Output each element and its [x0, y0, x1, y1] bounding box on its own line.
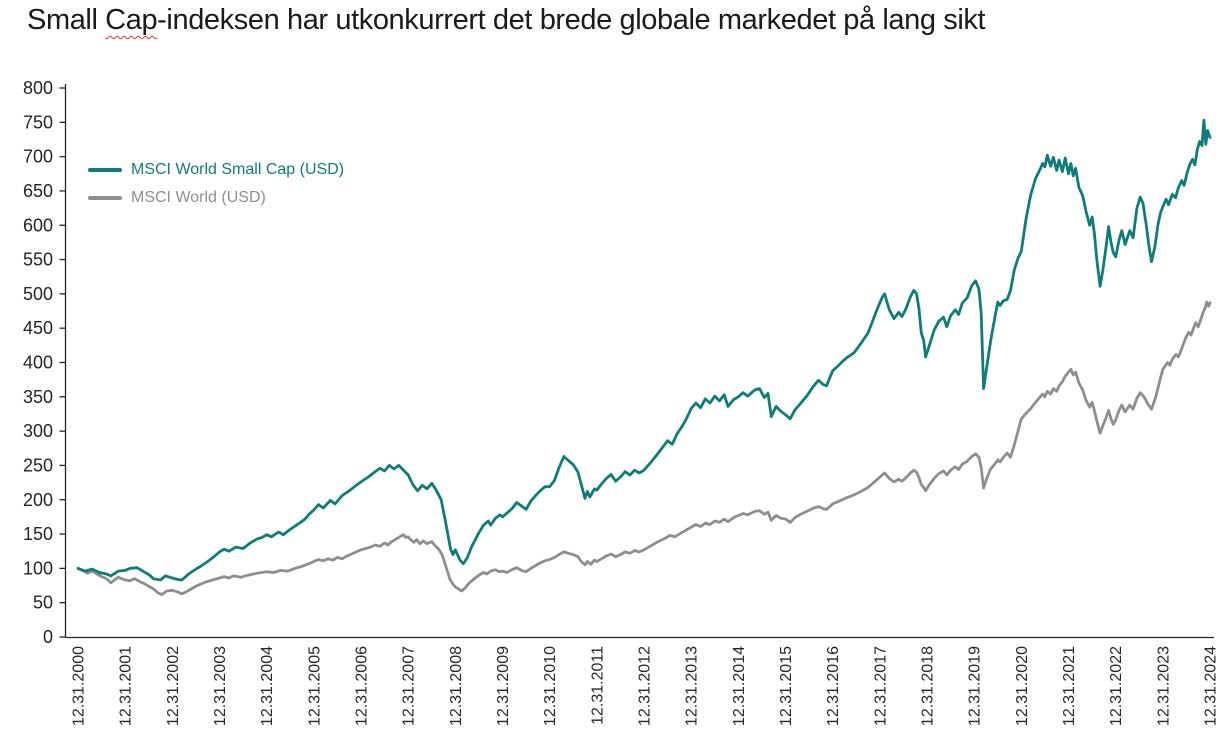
y-axis-tick-label: 0	[43, 627, 53, 647]
x-axis-tick-label: 12.31.2007	[401, 646, 418, 726]
legend-line-swatch-gray	[88, 196, 122, 200]
legend-label-world: MSCI World (USD)	[131, 189, 266, 206]
x-axis-tick-label: 12.31.2010	[542, 646, 559, 726]
x-axis-tick-label: 12.31.2023	[1155, 646, 1172, 726]
y-axis-tick-label: 550	[23, 250, 53, 270]
legend-line-swatch-teal	[88, 168, 122, 172]
series-line-msci-world	[76, 300, 1212, 596]
legend-label-small-cap: MSCI World Small Cap (USD)	[131, 161, 345, 178]
y-axis-tick-label: 300	[23, 421, 53, 441]
chart-legend: MSCI World Small Cap (USD) MSCI World (U…	[88, 156, 344, 212]
x-axis-tick-label: 12.31.2002	[165, 646, 182, 726]
x-axis-tick-label: 12.31.2006	[354, 646, 371, 726]
x-axis-tick-label: 12.31.2017	[872, 646, 889, 726]
y-axis-tick-label: 700	[23, 147, 53, 167]
x-axis-tick-label: 12.31.2003	[212, 646, 229, 726]
page-title: Small Cap-indeksen har utkonkurrert det …	[27, 4, 986, 37]
y-axis-tick-label: 250	[23, 455, 53, 475]
x-axis-tick-label: 12.31.2004	[259, 646, 276, 726]
y-axis-tick-label: 400	[23, 353, 53, 373]
x-axis-tick-label: 12.31.2005	[306, 646, 323, 726]
series-line-msci-world-small-cap	[76, 118, 1212, 582]
y-axis-tick-label: 800	[23, 78, 53, 98]
axis-lines	[64, 84, 1214, 639]
x-axis-tick-label: 12.31.2001	[118, 646, 135, 726]
x-axis-tick-label: 12.31.2008	[448, 646, 465, 726]
x-axis-tick-label: 12.31.2024	[1203, 646, 1220, 726]
x-axis-tick-label: 12.31.2021	[1061, 646, 1078, 726]
x-axis-tick-label: 12.31.2013	[684, 646, 701, 726]
x-axis-tick-label: 12.31.2012	[637, 646, 654, 726]
legend-item-world: MSCI World (USD)	[88, 184, 344, 212]
title-text-start: Small	[27, 4, 106, 36]
x-axis-tick-label: 12.31.2019	[967, 646, 984, 726]
y-axis-tick-label: 450	[23, 318, 53, 338]
x-axis-tick-label: 12.31.2009	[495, 646, 512, 726]
y-axis-tick-label: 350	[23, 387, 53, 407]
y-axis-tick-label: 200	[23, 490, 53, 510]
legend-item-small-cap: MSCI World Small Cap (USD)	[88, 156, 344, 184]
title-text-rest: -indeksen har utkonkurrert det brede glo…	[157, 4, 986, 36]
x-axis-tick-label: 12.31.2018	[920, 646, 937, 726]
title-misspelled-word: Cap	[105, 4, 158, 36]
x-axis-tick-label: 12.31.2011	[589, 646, 606, 725]
x-axis-tick-label: 12.31.2015	[778, 646, 795, 726]
y-axis-tick-label: 500	[23, 284, 53, 304]
y-axis-tick-label: 150	[23, 524, 53, 544]
y-axis-tick-label: 50	[33, 593, 53, 613]
y-axis-tick-label: 600	[23, 215, 53, 235]
y-axis-tick-label: 650	[23, 181, 53, 201]
y-axis-tick-label: 750	[23, 112, 53, 132]
x-axis-tick-label: 12.31.2000	[71, 646, 88, 726]
x-axis-tick-label: 12.31.2022	[1108, 646, 1125, 726]
x-axis-tick-label: 12.31.2020	[1014, 646, 1031, 726]
x-axis-tick-label: 12.31.2016	[825, 646, 842, 726]
x-axis-tick-label: 12.31.2014	[731, 646, 748, 726]
y-axis-tick-label: 100	[23, 558, 53, 578]
